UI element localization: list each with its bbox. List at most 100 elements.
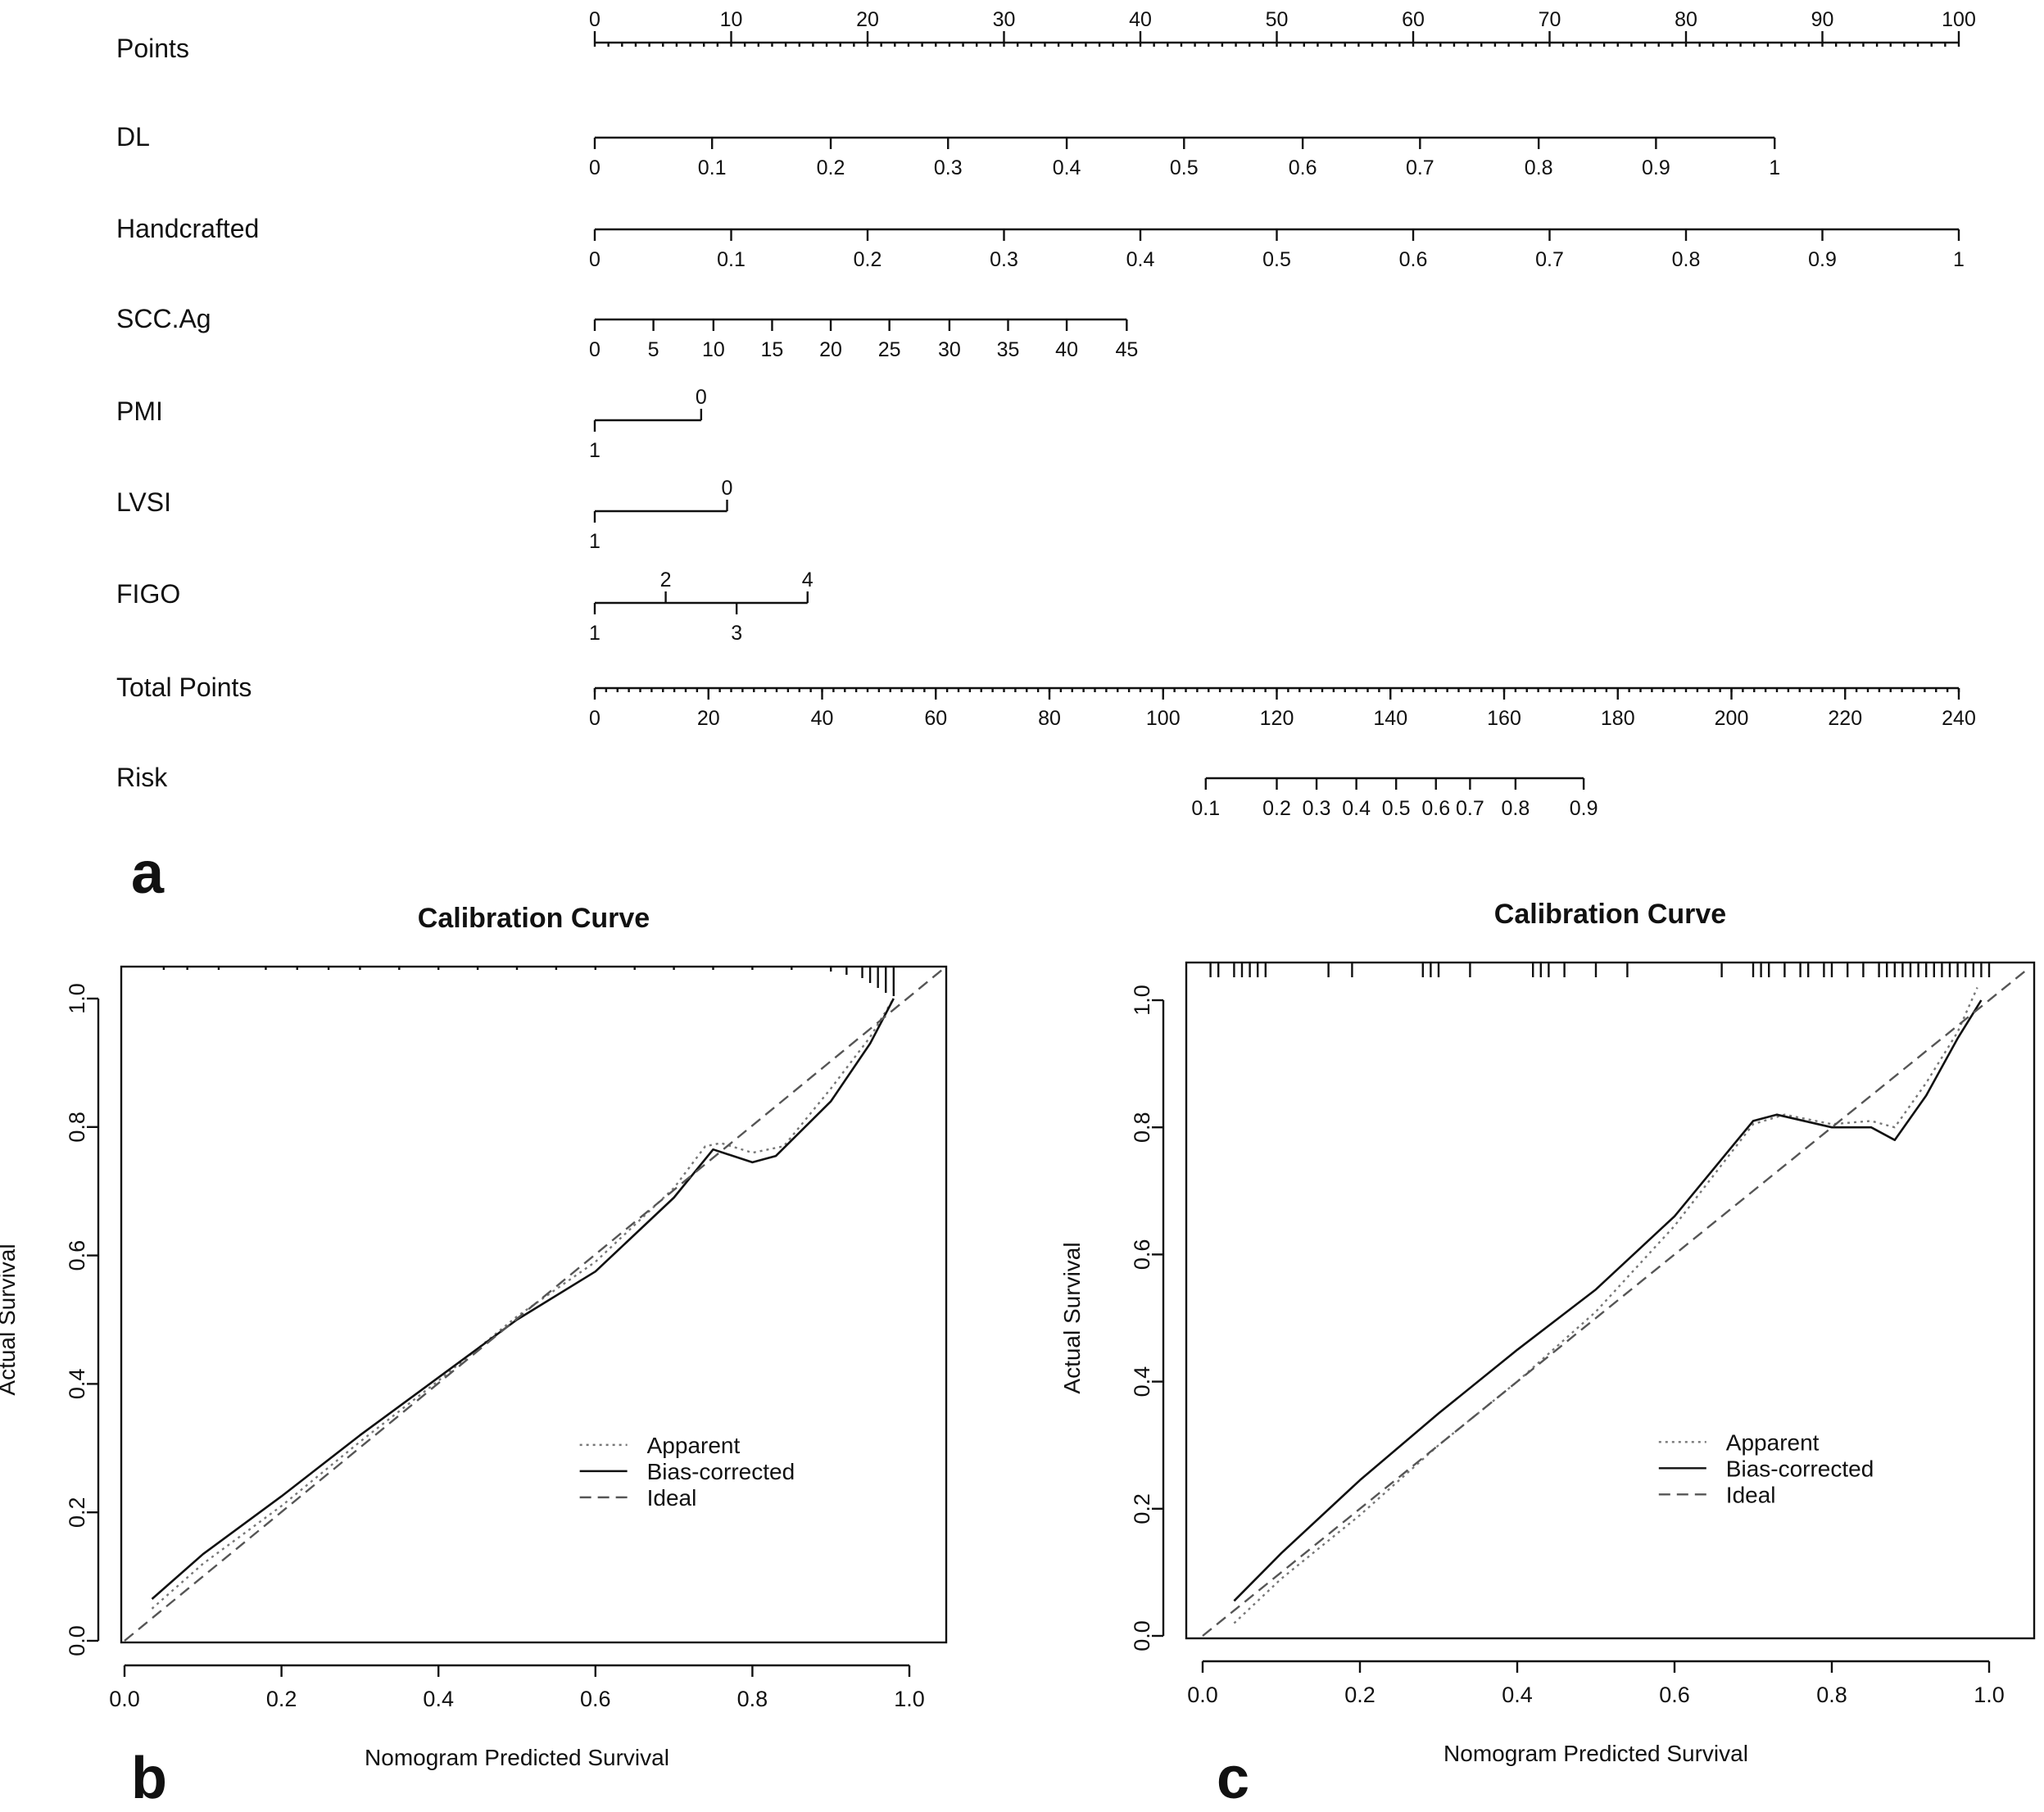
- plot-frame: [1185, 961, 2036, 1640]
- tick-label: 0.6: [1289, 156, 1317, 179]
- tick-label: 10: [702, 338, 725, 361]
- scale-label-figo: FIGO: [116, 579, 180, 609]
- tick-label: 0: [589, 338, 601, 361]
- tick-label: 80: [1038, 707, 1061, 730]
- tick-label: 100: [1942, 8, 1976, 31]
- tick-label: 0.3: [934, 156, 963, 179]
- tick-label: 1: [1953, 248, 1965, 271]
- tick-label: 100: [1146, 707, 1181, 730]
- x-tick-label: 0.0: [109, 1687, 140, 1711]
- x-tick-label: 0.4: [1502, 1683, 1533, 1707]
- x-tick-label: 0.8: [737, 1687, 768, 1711]
- tick-label: 220: [1828, 707, 1862, 730]
- y-tick-label: 0.4: [1130, 1366, 1154, 1398]
- scale-label-risk: Risk: [116, 763, 168, 792]
- tick-label: 0.4: [1342, 797, 1371, 820]
- tick-label: 0.5: [1262, 248, 1291, 271]
- tick-label: 5: [648, 338, 659, 361]
- tick-label: 0.2: [854, 248, 882, 271]
- series-ideal: [1202, 967, 2029, 1637]
- tick-label: 20: [697, 707, 720, 730]
- tick-label: 0.1: [1191, 797, 1220, 820]
- tick-label: 1: [589, 622, 601, 645]
- y-tick-label: 0.0: [65, 1625, 89, 1656]
- plot-frame: [120, 965, 948, 1644]
- tick-label: 30: [993, 8, 1016, 31]
- tick-label: 0.2: [817, 156, 845, 179]
- legend-label: Bias-corrected: [1726, 1456, 1874, 1481]
- y-tick-label: 0.4: [65, 1369, 89, 1400]
- tick-label: 40: [811, 707, 834, 730]
- series-apparent: [1233, 987, 1978, 1624]
- x-tick-label: 1.0: [1974, 1683, 2005, 1707]
- y-tick-label: 0.2: [65, 1497, 89, 1528]
- tick-label: 0.6: [1421, 797, 1450, 820]
- legend-label: Bias-corrected: [647, 1459, 795, 1484]
- series-bias-corrected: [151, 998, 895, 1600]
- tick-label: 0.4: [1053, 156, 1081, 179]
- chart-title: Calibration Curve: [418, 903, 650, 934]
- tick-label: 0.1: [698, 156, 727, 179]
- legend-label: Ideal: [647, 1485, 697, 1511]
- x-tick-label: 0.4: [423, 1687, 454, 1711]
- tick-label: 0.9: [1642, 156, 1670, 179]
- tick-label: 180: [1601, 707, 1635, 730]
- x-tick-label: 0.6: [1659, 1683, 1690, 1707]
- tick-label: 0.7: [1456, 797, 1484, 820]
- tick-label: 0: [589, 156, 601, 179]
- x-tick-label: 0.2: [1344, 1683, 1376, 1707]
- tick-label: 25: [878, 338, 901, 361]
- tick-label: 0.3: [1303, 797, 1331, 820]
- tick-label: 0.8: [1672, 248, 1701, 271]
- tick-label: 0: [696, 386, 707, 409]
- tick-label: 0.1: [717, 248, 746, 271]
- tick-label: 0: [589, 8, 601, 31]
- tick-label: 10: [720, 8, 743, 31]
- tick-label: 0.3: [990, 248, 1018, 271]
- scale-label-total-points: Total Points: [116, 673, 252, 702]
- tick-label: 200: [1715, 707, 1749, 730]
- chart-title: Calibration Curve: [1494, 899, 1726, 930]
- scale-label-dl: DL: [116, 122, 150, 152]
- tick-label: 0.7: [1406, 156, 1434, 179]
- y-tick-label: 0.6: [65, 1240, 89, 1271]
- panel-letter-c: c: [1217, 1746, 1249, 1811]
- legend-label: Ideal: [1726, 1482, 1776, 1507]
- tick-label: 240: [1942, 707, 1976, 730]
- x-tick-label: 0.6: [580, 1687, 611, 1711]
- scale-label-scc-ag: SCC.Ag: [116, 304, 211, 333]
- x-axis-label: Nomogram Predicted Survival: [365, 1745, 669, 1770]
- tick-label: 20: [856, 8, 879, 31]
- y-tick-label: 1.0: [65, 983, 89, 1014]
- legend-label: Apparent: [1726, 1429, 1820, 1455]
- tick-label: 2: [660, 569, 672, 591]
- tick-label: 3: [731, 622, 742, 645]
- tick-label: 70: [1539, 8, 1561, 31]
- y-tick-label: 1.0: [1130, 985, 1154, 1016]
- tick-label: 0.8: [1501, 797, 1530, 820]
- tick-label: 90: [1811, 8, 1834, 31]
- tick-label: 60: [924, 707, 947, 730]
- tick-label: 1: [589, 439, 601, 462]
- legend-label: Apparent: [647, 1433, 741, 1458]
- tick-label: 20: [819, 338, 842, 361]
- tick-label: 140: [1373, 707, 1407, 730]
- tick-label: 40: [1129, 8, 1152, 31]
- tick-label: 0.2: [1262, 797, 1291, 820]
- tick-label: 45: [1115, 338, 1138, 361]
- tick-label: 0.5: [1170, 156, 1199, 179]
- scale-label-lvsi: LVSI: [116, 487, 171, 517]
- x-tick-label: 1.0: [894, 1687, 925, 1711]
- tick-label: 35: [997, 338, 1020, 361]
- x-tick-label: 0.0: [1187, 1683, 1218, 1707]
- y-axis-label: Actual Survival: [0, 1243, 20, 1395]
- tick-label: 0.9: [1808, 248, 1837, 271]
- tick-label: 1: [1769, 156, 1780, 179]
- x-axis-label: Nomogram Predicted Survival: [1443, 1741, 1748, 1766]
- tick-label: 0: [722, 477, 733, 500]
- tick-label: 120: [1260, 707, 1294, 730]
- series-apparent: [151, 998, 895, 1610]
- tick-label: 0.4: [1126, 248, 1155, 271]
